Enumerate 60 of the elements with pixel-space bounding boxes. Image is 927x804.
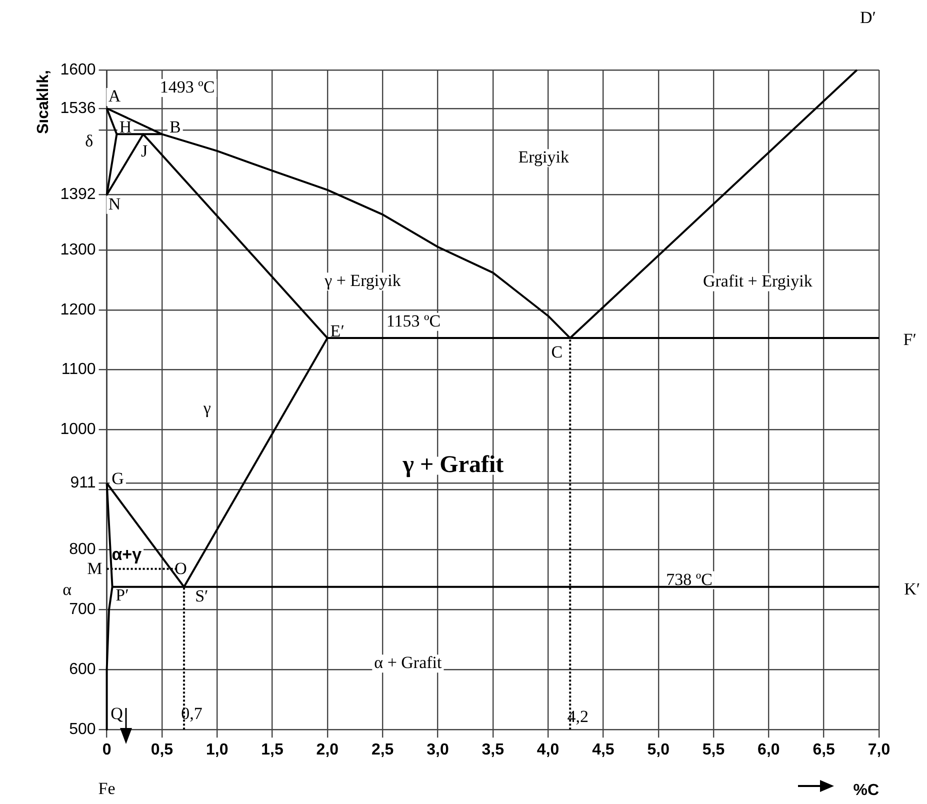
annotation: S′ [195, 586, 208, 606]
x-tick-label: 2,0 [316, 742, 339, 759]
annotation: G [112, 469, 124, 488]
annotation: α + Grafit [374, 653, 442, 672]
annotation: C [551, 342, 563, 362]
x-tick-label: 0,5 [150, 742, 174, 759]
annotation: J [140, 142, 148, 161]
x-tick-label: 0 [102, 742, 112, 759]
text: F′ [903, 330, 916, 349]
x-tick-label: 6,0 [758, 742, 780, 759]
y-axis-title: Sıcaklık, [35, 70, 52, 134]
y-tick-label: 1392 [60, 186, 96, 204]
text: δ [85, 131, 94, 150]
x-tick-label: 3,0 [426, 742, 449, 759]
annotation: γ + Grafit [402, 452, 504, 478]
text: Fe [98, 779, 116, 798]
x-tick-label: 4,5 [592, 742, 614, 759]
annotation: Q [110, 704, 123, 724]
annotation: 1493 ºC [160, 77, 215, 96]
y-tick-label: 1100 [61, 361, 96, 378]
annotation: 4,2 [567, 707, 588, 726]
annotation: Ergiyik [518, 148, 570, 167]
annotation: B [170, 118, 181, 137]
annotation: 0,7 [181, 704, 203, 724]
text: D′ [860, 8, 876, 27]
x-tick-label: 1,5 [261, 742, 284, 759]
annotation: Grafit + Ergiyik [702, 272, 813, 291]
x-tick-label: 6,5 [812, 742, 836, 759]
annotation: α+γ [112, 544, 142, 564]
y-tick-label: 1600 [60, 61, 96, 78]
x-tick-label: 2,5 [371, 742, 394, 759]
y-tick-label: 911 [70, 474, 96, 492]
annotation: N [108, 194, 121, 214]
annotation: O [174, 558, 187, 578]
annotation: γ + Ergiyik [324, 271, 402, 290]
annotation: P′ [116, 585, 129, 604]
x-tick-label: 7,0 [868, 742, 890, 759]
y-tick-label: 1300 [60, 241, 96, 258]
annotation: M [87, 558, 102, 578]
x-tick-label: 5,5 [702, 742, 725, 759]
annotation: 1153 ºC [386, 311, 441, 330]
x-tick-label: 1,0 [206, 742, 228, 759]
x-axis-title: %C [853, 782, 880, 799]
y-tick-label: 500 [69, 721, 96, 738]
y-tick-label: 1000 [60, 421, 96, 438]
text: α [62, 580, 72, 599]
annotation: 738 ºC [666, 570, 712, 589]
y-tick-label: 1536 [60, 100, 96, 117]
y-tick-label: 800 [69, 541, 96, 558]
x-tick-label: 3,5 [482, 742, 504, 759]
annotation: γ [202, 398, 212, 418]
x-tick-label: 4,0 [536, 742, 560, 759]
y-tick-label: 600 [69, 661, 96, 678]
x-tick-label: 5,0 [647, 742, 670, 759]
annotation: H [119, 118, 132, 137]
annotation: E′ [330, 322, 344, 341]
annotation: A [108, 86, 122, 106]
text: K′ [904, 579, 920, 598]
y-tick-label: 700 [69, 601, 96, 618]
y-tick-label: 1200 [60, 301, 96, 318]
